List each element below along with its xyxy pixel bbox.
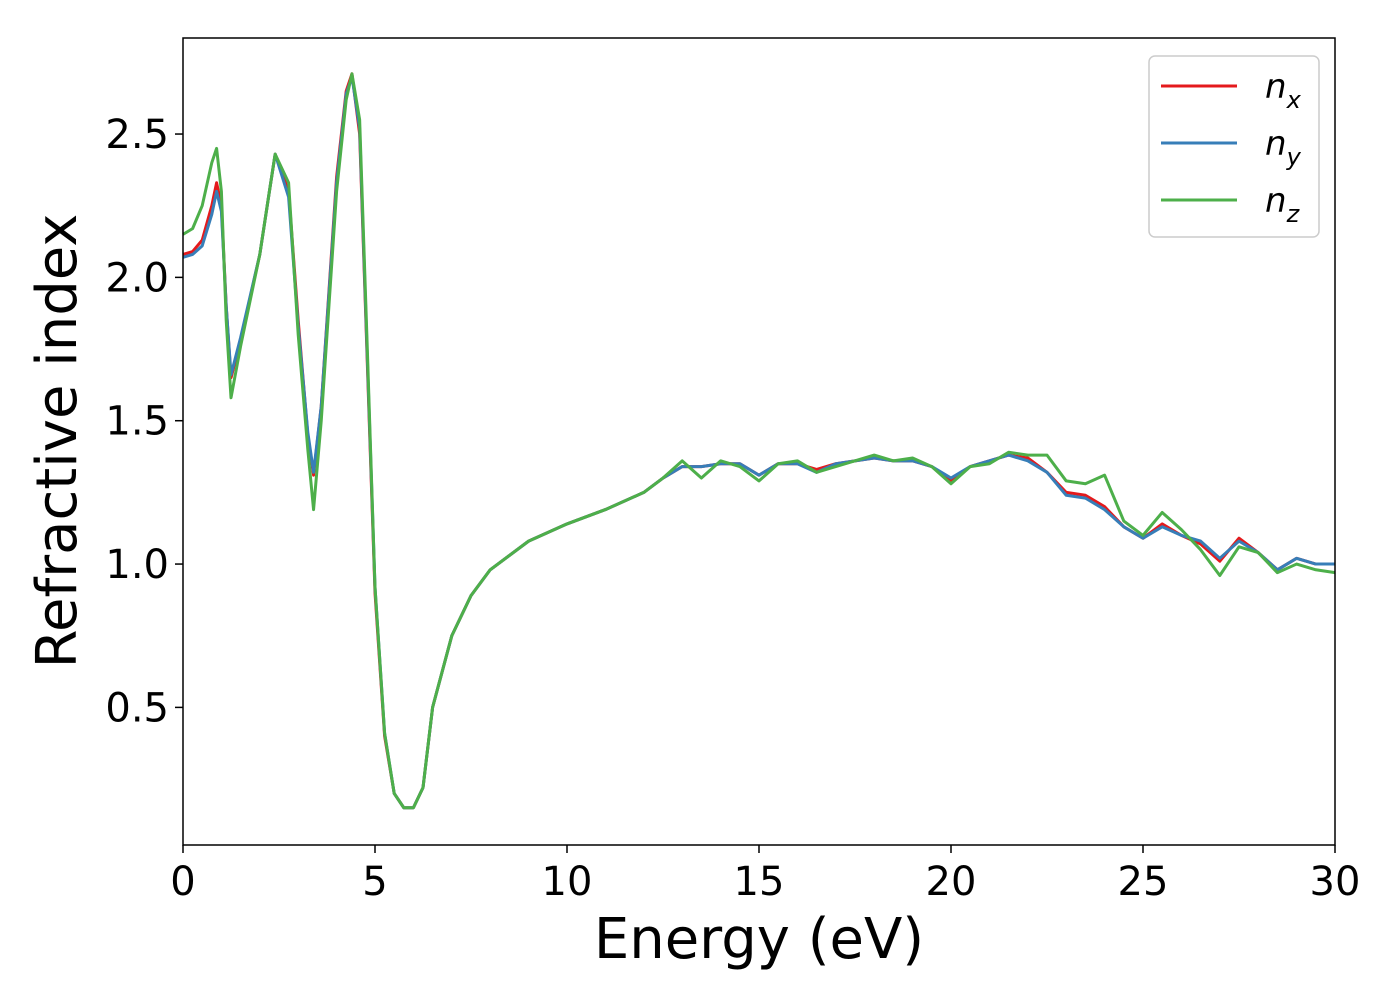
series-line bbox=[182, 72, 1336, 810]
x-tick-label: 5 bbox=[362, 859, 387, 905]
y-tick-label: 1.5 bbox=[105, 399, 169, 445]
x-tick-label: 0 bbox=[170, 859, 195, 905]
y-axis-label: Refractive index bbox=[25, 214, 90, 669]
y-tick-label: 1.0 bbox=[105, 542, 169, 588]
y-tick-label: 2.0 bbox=[105, 255, 169, 301]
x-tick-label: 25 bbox=[1118, 859, 1169, 905]
x-tick-label: 15 bbox=[734, 859, 785, 905]
x-tick-label: 30 bbox=[1310, 859, 1361, 905]
x-axis-label: Energy (eV) bbox=[594, 907, 924, 972]
legend-box bbox=[1148, 55, 1320, 238]
legend-label: ny bbox=[1265, 124, 1302, 171]
y-tick-label: 0.5 bbox=[105, 685, 169, 731]
x-tick-label: 20 bbox=[926, 859, 977, 905]
y-tick-label: 2.5 bbox=[105, 112, 169, 158]
legend-label: nz bbox=[1265, 181, 1301, 228]
legend: nx ny nz bbox=[1148, 55, 1320, 238]
x-tick-label: 10 bbox=[542, 859, 593, 905]
plot-frame bbox=[182, 37, 1336, 846]
legend-label: nx bbox=[1265, 67, 1302, 114]
